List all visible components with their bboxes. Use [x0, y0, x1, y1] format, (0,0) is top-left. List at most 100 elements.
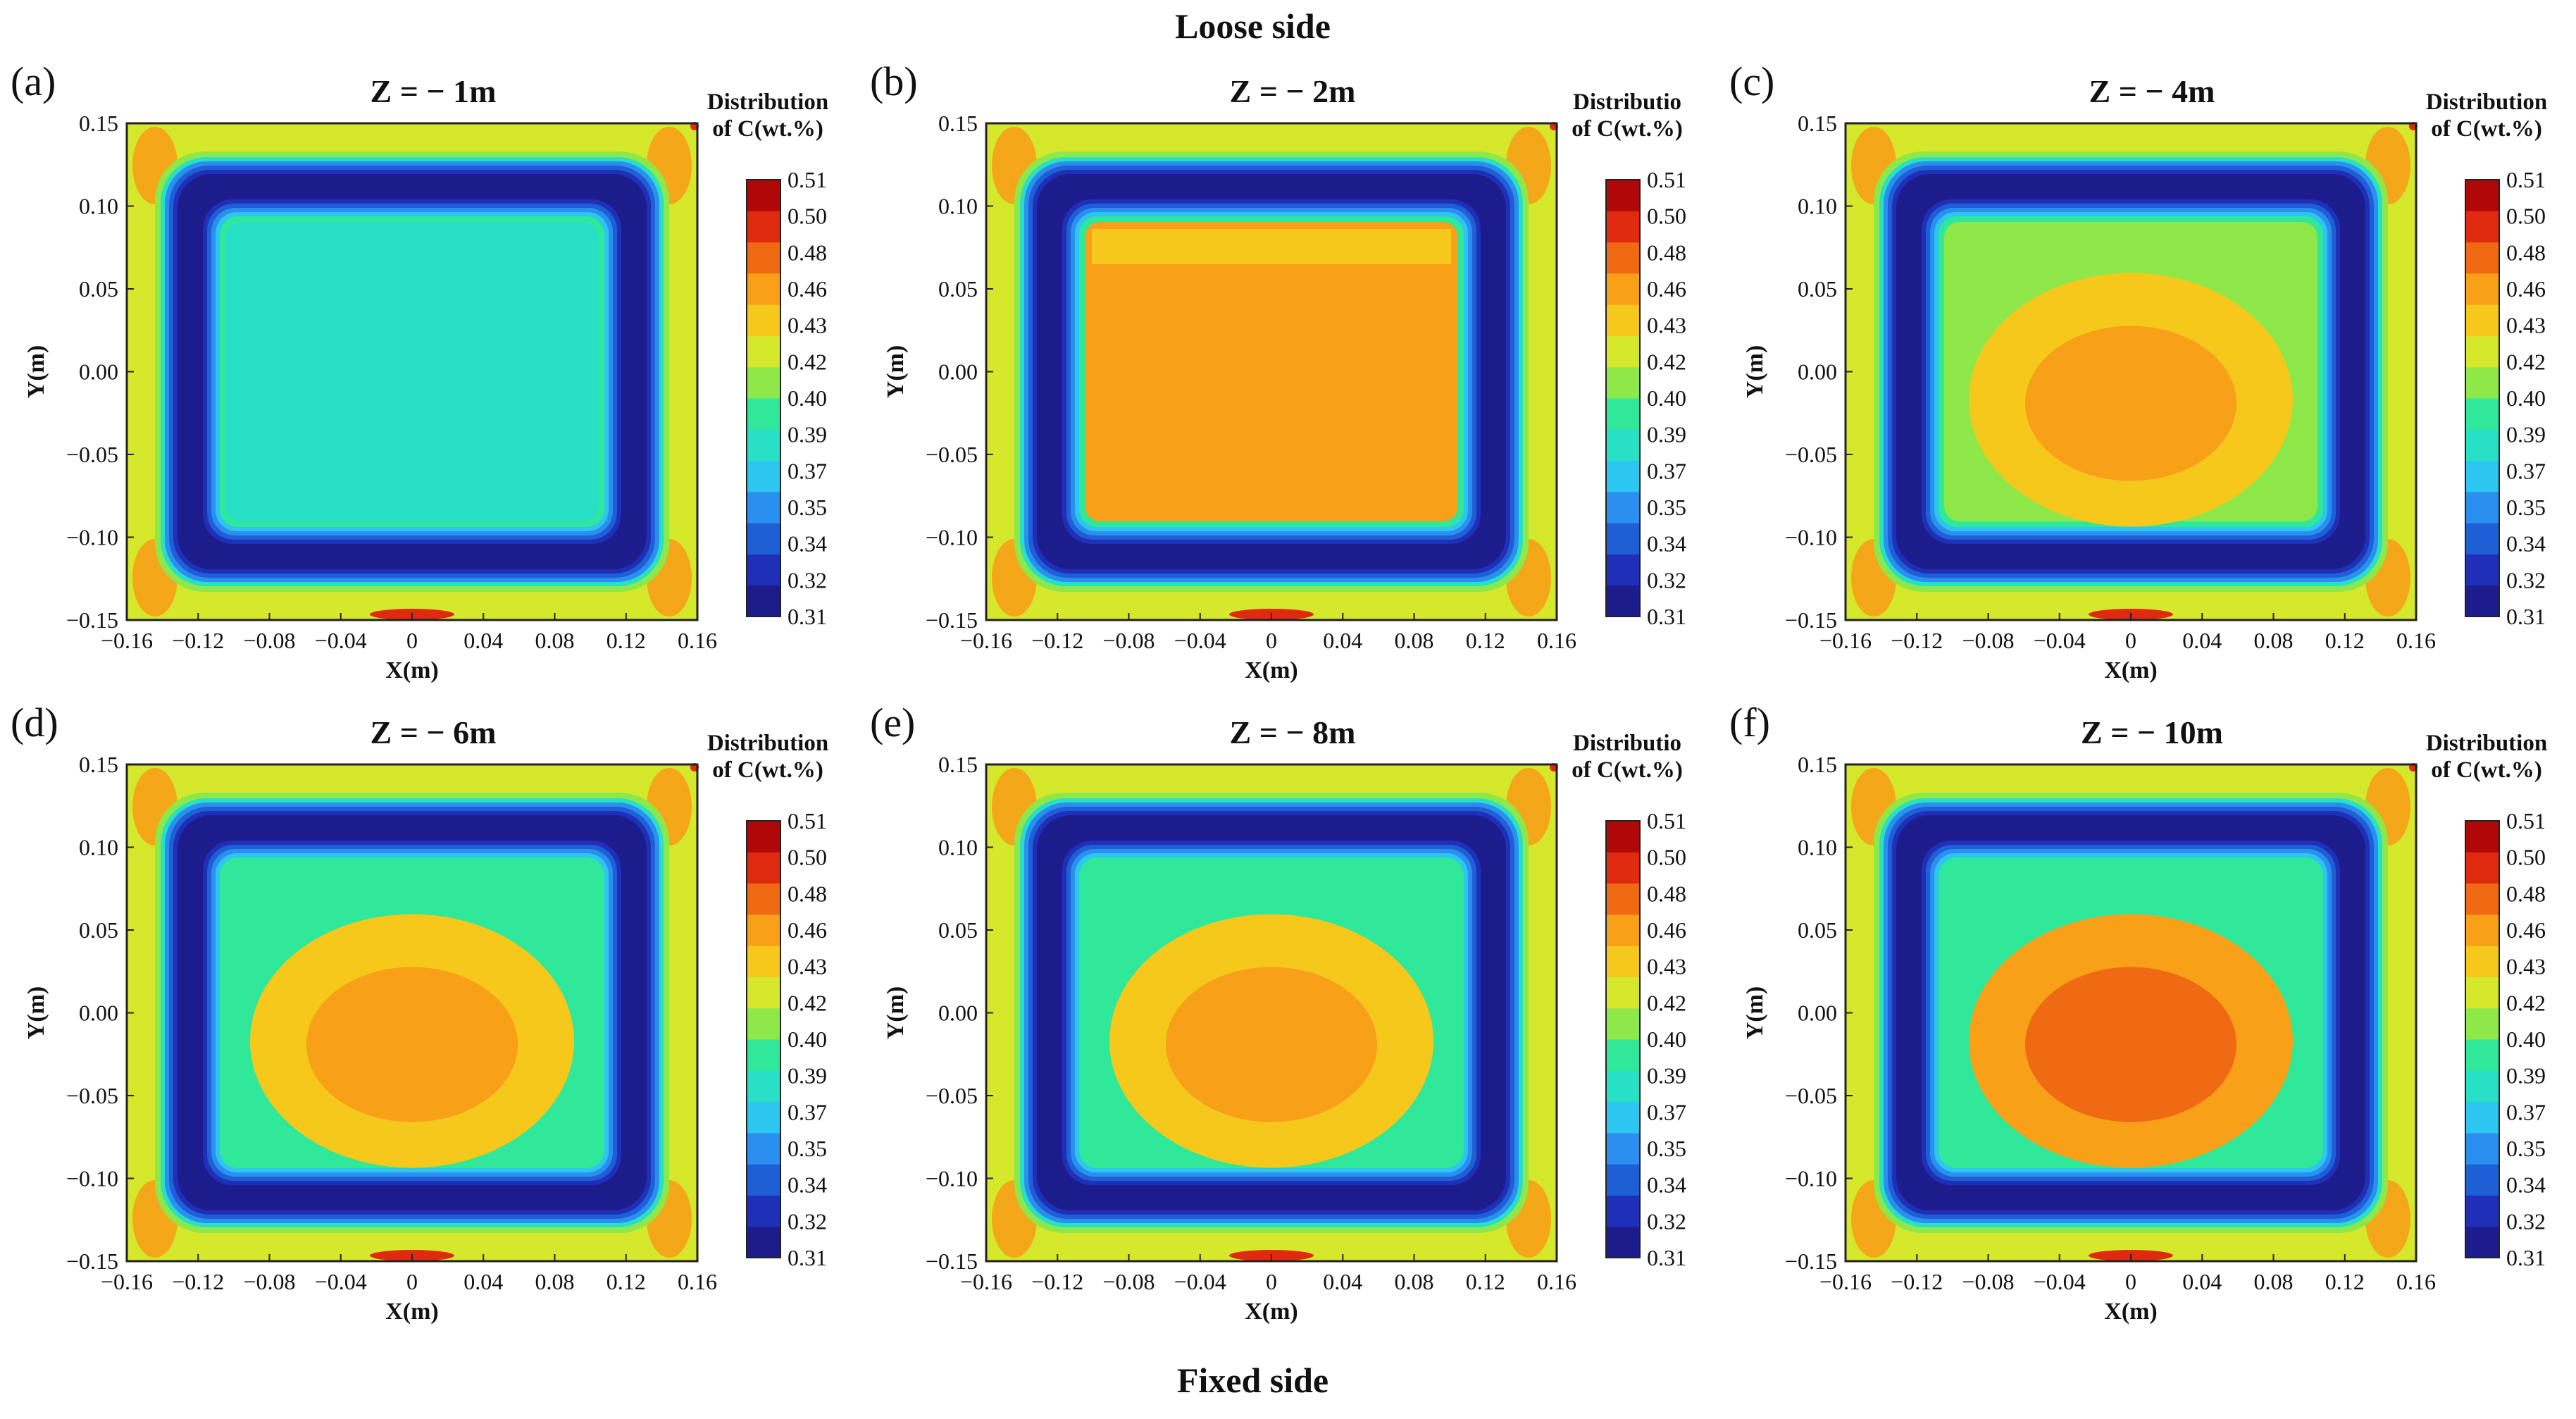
x-tick-label: 0.04 [463, 628, 503, 653]
colorbar-swatch [747, 883, 780, 915]
y-tick-label: 0.10 [79, 835, 118, 860]
colorbar-swatch [2465, 1039, 2499, 1071]
x-tick-label: −0.08 [1102, 628, 1155, 653]
colorbar-swatch [747, 852, 780, 884]
contour-center-inner [2025, 326, 2236, 481]
colorbar-tick-label: 0.39 [2506, 422, 2546, 447]
x-tick-label: 0.12 [1466, 1269, 1505, 1294]
colorbar-tick-label: 0.46 [2506, 276, 2546, 302]
panel-d: (d) Z = − 6m −0.16 −0.12 −0.08 −0.04 0 0.04 0.08… [0, 698, 859, 1346]
colorbar-swatch [747, 398, 780, 430]
x-tick-label: 0.08 [1395, 628, 1434, 653]
x-tick-label: 0.04 [463, 1269, 503, 1294]
colorbar-swatch [2465, 523, 2499, 554]
colorbar-tick-label: 0.51 [1647, 808, 1686, 834]
colorbar-title-line2: of C(wt.%) [2431, 116, 2542, 142]
colorbar-swatch [1606, 273, 1640, 305]
panel-letter: (f) [1729, 700, 1770, 745]
x-tick-label: −0.08 [1102, 1269, 1155, 1294]
colorbar-swatch [747, 366, 780, 399]
colorbar-swatch [747, 821, 780, 853]
colorbar-tick-label: 0.43 [1647, 313, 1686, 338]
x-tick-label: 0 [2125, 628, 2136, 653]
y-axis-label: Y(m) [23, 986, 49, 1040]
colorbar-swatch [1606, 429, 1640, 461]
colorbar-tick-label: 0.40 [788, 1027, 827, 1052]
x-tick-label: −0.12 [172, 1269, 224, 1294]
colorbar-frame [2465, 179, 2500, 617]
colorbar-tick-label: 0.39 [1647, 422, 1686, 447]
colorbar-tick-label: 0.48 [788, 881, 827, 906]
x-tick-label: −0.12 [1031, 1269, 1083, 1294]
x-tick-label: 0.08 [535, 1269, 575, 1294]
x-tick-label: −0.16 [101, 1269, 153, 1294]
contour-field [1846, 122, 2418, 620]
colorbar-tick-label: 0.39 [1647, 1063, 1686, 1089]
y-tick-label: 0.00 [938, 359, 978, 385]
colorbar-tick-label: 0.46 [788, 917, 827, 943]
colorbar-swatch [1606, 335, 1640, 368]
colorbar-tick-label: 0.46 [1647, 276, 1686, 302]
x-tick-label: 0 [406, 1269, 418, 1294]
colorbar-tick-label: 0.32 [788, 1208, 827, 1234]
y-tick-label: 0.15 [938, 752, 978, 777]
panel-letter: (a) [11, 58, 56, 104]
y-tick-label: −0.15 [1785, 1248, 1837, 1274]
colorbar-tick-label: 0.32 [2506, 1208, 2546, 1234]
colorbar-tick-label: 0.42 [1647, 990, 1686, 1015]
y-axis-label: Y(m) [23, 345, 49, 399]
y-tick-label: −0.15 [926, 1248, 978, 1274]
y-tick-label: −0.10 [66, 525, 118, 550]
contour-center-inner [1166, 967, 1377, 1122]
x-tick-label: −0.12 [172, 628, 224, 653]
x-tick-label: 0.04 [2182, 628, 2222, 653]
colorbar-tick-label: 0.35 [788, 495, 827, 520]
contour-chart: (d) Z = − 6m −0.16 −0.12 −0.08 −0.04 0 0.04 0.08… [11, 700, 828, 1325]
x-tick-label: −0.12 [1891, 628, 1943, 653]
colorbar-swatch [1606, 180, 1640, 211]
x-tick-label: 0.16 [2396, 628, 2436, 653]
colorbar-title-line1: Distribution [2426, 731, 2547, 756]
colorbar-swatch [747, 1008, 780, 1040]
x-axis-label: X(m) [1245, 657, 1298, 683]
colorbar-swatch [2465, 211, 2499, 243]
contour-chart: (a) Z = − 1m −0.16 −0.12 −0.08 −0.04 0 0.04 0.08… [11, 58, 828, 683]
colorbar-tick-label: 0.50 [788, 845, 827, 870]
y-tick-label: 0.15 [79, 752, 118, 777]
colorbar-swatch [2465, 242, 2499, 274]
colorbar-swatch [2465, 1008, 2499, 1040]
colorbar-title-line1: Distribution [2426, 89, 2547, 115]
colorbar-swatch [2465, 554, 2499, 586]
colorbar-swatch [1606, 366, 1640, 399]
plot-title: Z = − 1m [371, 73, 497, 109]
x-tick-label: 0.16 [678, 628, 717, 653]
colorbar-swatch [747, 273, 780, 305]
x-tick-label: 0.16 [2396, 1269, 2436, 1294]
colorbar-tick-label: 0.31 [2506, 604, 2546, 629]
x-tick-label: 0 [2125, 1269, 2136, 1294]
colorbar-tick-label: 0.51 [2506, 808, 2546, 834]
colorbar-swatch [2465, 1132, 2499, 1165]
colorbar-tick-label: 0.37 [2506, 1099, 2546, 1124]
y-tick-label: −0.15 [926, 607, 978, 633]
colorbar-swatch [2465, 273, 2499, 305]
colorbar-tick-label: 0.39 [788, 422, 827, 447]
colorbar-tick-label: 0.34 [1647, 1172, 1686, 1198]
colorbar-tick-label: 0.50 [1647, 204, 1686, 229]
colorbar-swatch [1606, 1039, 1640, 1071]
x-tick-label: −0.04 [1174, 1269, 1226, 1294]
colorbar-swatch [747, 460, 780, 492]
y-tick-label: 0.15 [1798, 752, 1837, 777]
x-axis-label: X(m) [385, 657, 439, 683]
colorbar-tick-label: 0.51 [788, 808, 827, 834]
contour-core [1085, 222, 1458, 521]
x-tick-label: −0.16 [1819, 628, 1872, 653]
y-tick-label: −0.05 [926, 1083, 978, 1108]
x-tick-label: 0.08 [2254, 628, 2294, 653]
x-tick-label: −0.08 [1962, 628, 2014, 653]
colorbar-tick-label: 0.32 [1647, 567, 1686, 593]
colorbar-tick-label: 0.42 [1647, 349, 1686, 374]
x-axis-label: X(m) [2104, 657, 2158, 683]
colorbar-swatch [2465, 821, 2499, 853]
x-tick-label: 0.12 [2325, 1269, 2365, 1294]
